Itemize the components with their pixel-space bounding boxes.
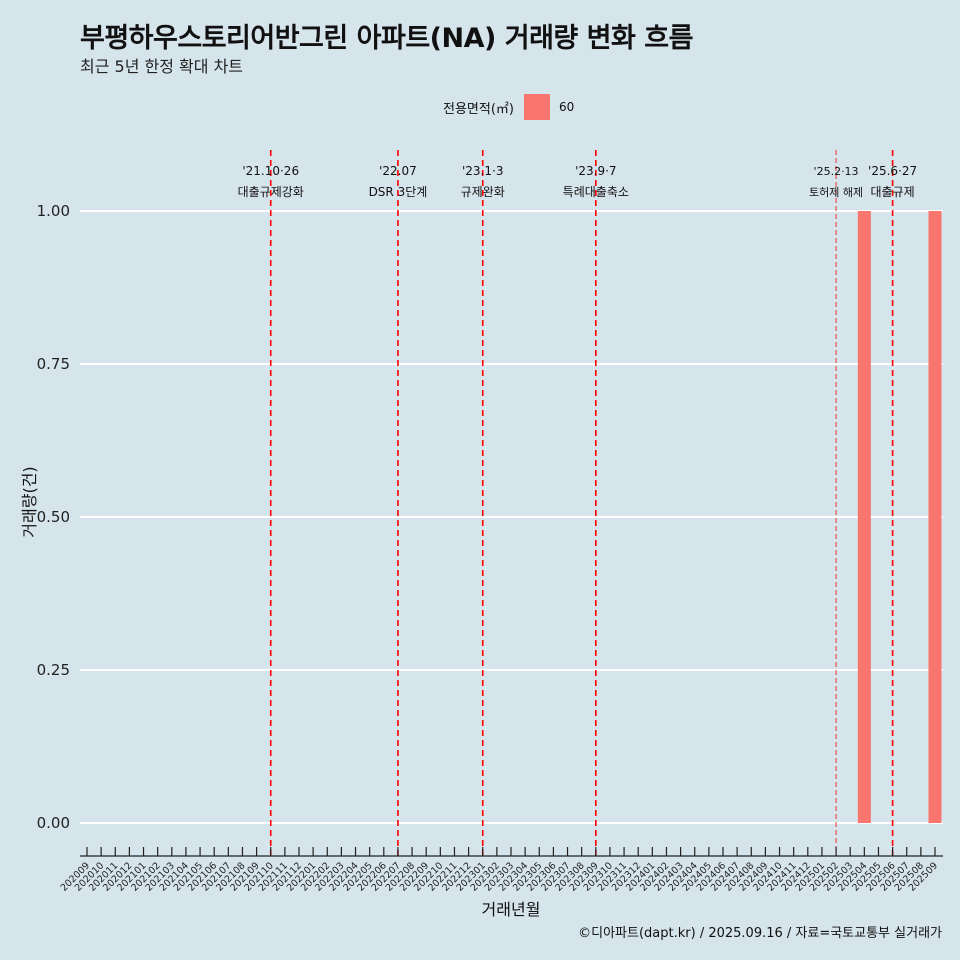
bar-202509 xyxy=(928,211,942,823)
chart-subtitle: 최근 5년 한정 확대 차트 xyxy=(80,57,244,76)
event-name-label: 대출규제강화 xyxy=(238,185,304,199)
y-tick-label: 0.75 xyxy=(37,355,70,373)
event-date-label: '22.07 xyxy=(379,164,417,178)
event-name-label: DSR 3단계 xyxy=(369,185,428,199)
legend-swatch-60 xyxy=(523,94,550,120)
chart-title: 부평하우스토리어반그린 아파트(NA) 거래량 변화 흐름 xyxy=(80,23,693,54)
y-tick-label: 1.00 xyxy=(37,202,70,220)
event-name-label: 규제완화 xyxy=(461,185,505,199)
event-date-label: '23.9·7 xyxy=(575,164,616,178)
legend-label-60: 60 xyxy=(558,100,575,114)
event-date-label: '25.6·27 xyxy=(868,164,917,178)
event-name-label: 토허제 해제 xyxy=(809,185,863,199)
legend-title: 전용면적(㎡) xyxy=(443,101,514,117)
y-tick-label: 0.50 xyxy=(37,508,70,526)
bar-202504 xyxy=(857,211,871,823)
y-axis-label: 거래량(건) xyxy=(20,466,39,538)
y-tick-label: 0.25 xyxy=(37,661,70,679)
source-caption: ©디아파트(dapt.kr) / 2025.09.16 / 자료=국토교통부 실… xyxy=(578,926,942,941)
event-date-label: '23.1·3 xyxy=(462,164,503,178)
x-axis-label: 거래년월 xyxy=(481,900,541,919)
event-date-label: '21.10·26 xyxy=(242,164,299,178)
event-name-label: 특례대출축소 xyxy=(563,185,629,199)
event-date-label: '25.2·13 xyxy=(814,165,859,178)
legend: 전용면적(㎡) 60 xyxy=(443,94,574,120)
y-tick-label: 0.00 xyxy=(37,814,70,832)
event-name-label: 대출규제 xyxy=(871,185,915,199)
